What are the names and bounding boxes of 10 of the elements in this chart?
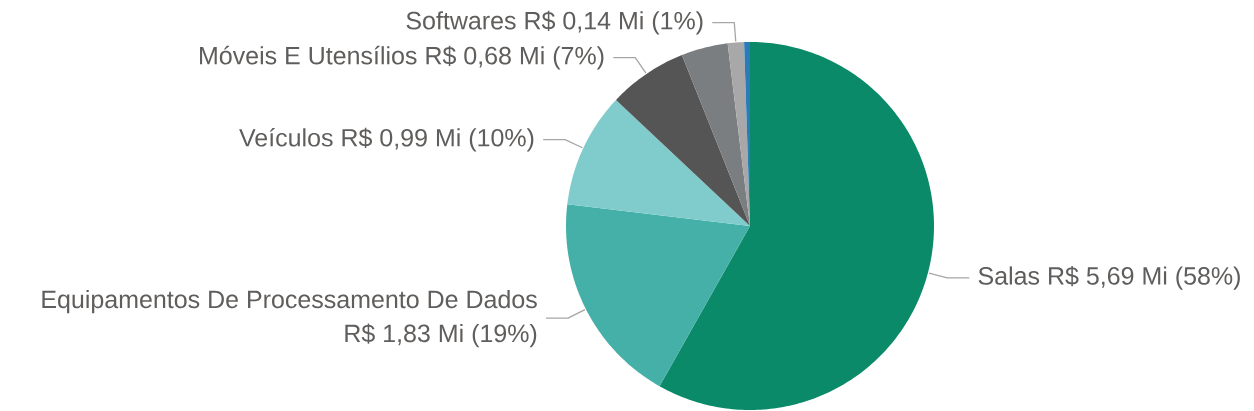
data-label: R$ 1,83 Mi (19%) — [345, 323, 537, 348]
slice-label: Softwares — [406, 11, 516, 30]
slice-label: Salas — [978, 266, 1040, 285]
data-label: R$ 0,99 Mi (10%) — [342, 127, 534, 152]
slice-label: Móveis E Utensílios — [200, 45, 417, 65]
data-label: R$ 0,14 Mi (1%) — [525, 10, 703, 35]
slice-label: Veículos — [239, 127, 333, 147]
data-label: R$ 5,69 Mi (58%) — [1049, 266, 1240, 290]
slice-label: Equipamentos De Processamento De Dados — [42, 289, 537, 314]
data-label: R$ 0,68 Mi (7%) — [426, 45, 604, 70]
